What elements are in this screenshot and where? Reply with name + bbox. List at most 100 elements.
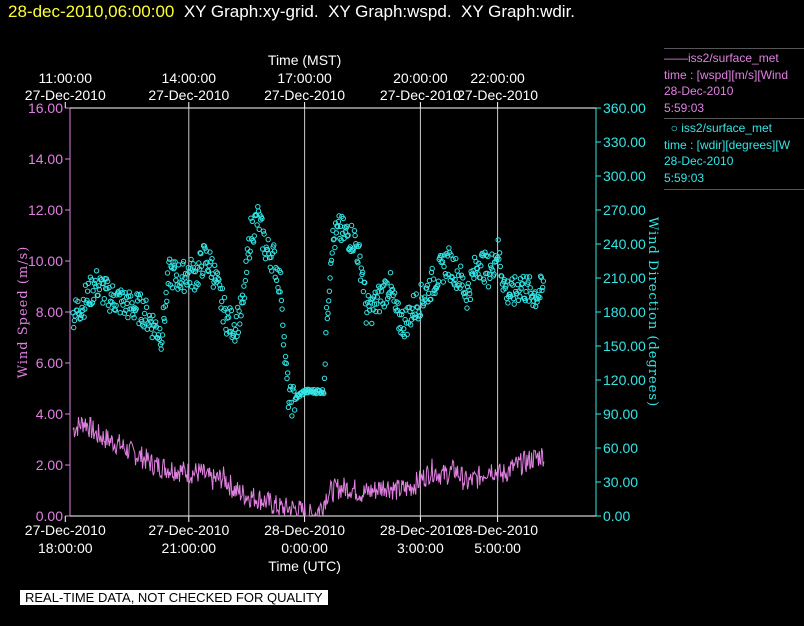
series-wdir-point-471 <box>397 324 403 331</box>
series-wdir-point-438 <box>374 294 380 300</box>
series-wdir-point-382 <box>335 218 342 225</box>
series-wdir-point-48 <box>103 276 110 282</box>
series-wdir-point-666 <box>533 303 539 310</box>
series-wdir-point-16 <box>81 314 87 320</box>
series-wdir-point-521 <box>432 290 438 296</box>
series-wdir-point-29 <box>90 288 96 294</box>
series-wdir-point-170 <box>188 256 194 263</box>
series-wdir-point-290 <box>271 248 278 254</box>
series-wdir-point-143 <box>169 285 176 291</box>
series-wdir-point-270 <box>257 217 264 223</box>
series-wdir-point-587 <box>478 263 484 269</box>
series-wdir-point-373 <box>329 250 335 256</box>
legend-wspd-time: 5:59:03 <box>664 100 705 115</box>
series-wdir-point-622 <box>502 285 508 292</box>
series-wdir-point-365 <box>323 304 330 311</box>
right-tick-label-5: 150.00 <box>603 338 646 354</box>
series-wdir-point-425 <box>365 293 371 299</box>
series-wdir-point-156 <box>178 280 185 286</box>
series-wdir-point-370 <box>327 275 333 281</box>
x-axis-top-label: Time (MST) <box>268 52 341 68</box>
series-wdir-point-45 <box>101 296 108 302</box>
series-wdir-point-260 <box>250 239 257 245</box>
series-wdir-point-495 <box>414 304 420 310</box>
series-wdir-point-396 <box>345 232 351 238</box>
series-wdir-point-636 <box>512 274 518 280</box>
graph-title: 28-dec-2010,06:00:00 XY Graph:xy-grid. X… <box>8 2 575 22</box>
series-wdir-point-563 <box>461 290 467 297</box>
series-wdir-point-560 <box>459 282 465 288</box>
series-wdir-point-157 <box>179 274 185 280</box>
series-wdir-point-152 <box>175 262 182 268</box>
right-tick-label-12: 360.00 <box>603 100 646 116</box>
series-wdir-point-299 <box>278 269 284 276</box>
series-wdir-point-515 <box>428 296 434 303</box>
series-wdir-point-306 <box>282 353 289 360</box>
right-tick-label-9: 270.00 <box>603 202 646 218</box>
series-wdir-point-133 <box>162 303 169 309</box>
series-wdir-point-445 <box>379 284 385 290</box>
series-wdir-point-192 <box>203 248 210 254</box>
right-tick-label-11: 330.00 <box>603 134 646 150</box>
series-wdir-point-658 <box>527 285 533 291</box>
series-wdir-point-553 <box>454 268 460 274</box>
right-tick-label-4: 120.00 <box>603 372 646 388</box>
series-wdir-point-293 <box>273 277 280 283</box>
series-wdir-point-295 <box>275 284 281 291</box>
series-wdir-point-57 <box>109 283 116 289</box>
series-wdir-point-151 <box>175 286 181 292</box>
title-date: 28-dec-2010,06:00:00 <box>8 2 175 21</box>
series-wdir-point-215 <box>219 285 226 292</box>
series-wdir-point-58 <box>110 292 117 299</box>
series-wdir-point-304 <box>281 334 287 340</box>
series-wdir-point-125 <box>157 325 163 332</box>
series-wdir-point-73 <box>121 298 127 304</box>
series-wdir-point-246 <box>241 283 247 289</box>
series-wdir-point-394 <box>344 223 350 230</box>
series-wdir-point-499 <box>417 313 423 319</box>
series-wdir-point-362 <box>321 375 328 381</box>
series-wdir-point-651 <box>522 297 528 304</box>
series-wdir-point-568 <box>464 284 471 290</box>
series-wdir-point-187 <box>200 270 206 276</box>
series-wdir-point-85 <box>129 300 135 306</box>
series-wdir-point-623 <box>503 283 509 289</box>
top-tick-label-3-date: 27-Dec-2010 <box>380 87 461 103</box>
x-axis-bottom-label: Time (UTC) <box>268 558 341 574</box>
series-wdir-point-375 <box>330 237 337 243</box>
series-wdir-point-1 <box>71 324 77 331</box>
series-wdir-point-435 <box>372 289 378 295</box>
series-wdir-point-135 <box>164 298 170 304</box>
series-wdir-point-668 <box>534 299 540 305</box>
series-wdir-point-364 <box>323 330 329 336</box>
series-wdir-point-452 <box>384 280 390 286</box>
series-wdir-point-672 <box>537 294 543 301</box>
series-wdir-point-466 <box>394 299 400 305</box>
series-wdir-point-298 <box>277 289 283 295</box>
bottom-tick-label-0-time: 18:00:00 <box>38 540 93 556</box>
title-xy-grid: XY Graph:xy-grid. <box>183 2 319 21</box>
title-wdir: XY Graph:wdir. <box>461 2 576 21</box>
series-wdir-point-369 <box>326 288 333 294</box>
series-wdir-point-544 <box>448 252 454 258</box>
series-wdir-point-379 <box>333 230 339 236</box>
series-wdir-point-377 <box>332 244 338 251</box>
series-wdir-point-643 <box>517 293 523 299</box>
series-wdir-point-653 <box>524 274 530 280</box>
series-wdir-point-131 <box>161 315 167 322</box>
series-wdir-point-233 <box>232 338 238 344</box>
left-tick-label-0: 0.00 <box>36 508 63 524</box>
series-wdir-point-433 <box>371 294 377 300</box>
series-wdir-point-314 <box>288 399 294 406</box>
series-wdir-point-486 <box>408 322 414 328</box>
top-tick-label-4-date: 27-Dec-2010 <box>457 87 538 103</box>
legend-wdir-marker-icon: ○ <box>670 121 678 135</box>
series-wdir-point-163 <box>183 279 190 285</box>
series-wdir-point-467 <box>394 307 401 313</box>
series-wdir-point-310 <box>285 404 292 410</box>
series-wdir-point-239 <box>236 308 242 314</box>
series-wdir-point-372 <box>328 257 335 264</box>
y-axis-left-label: Wind Speed (m/s) <box>16 246 31 379</box>
legend-wdir-time: 5:59:03 <box>664 170 705 185</box>
series-wdir-point-363 <box>322 361 328 367</box>
